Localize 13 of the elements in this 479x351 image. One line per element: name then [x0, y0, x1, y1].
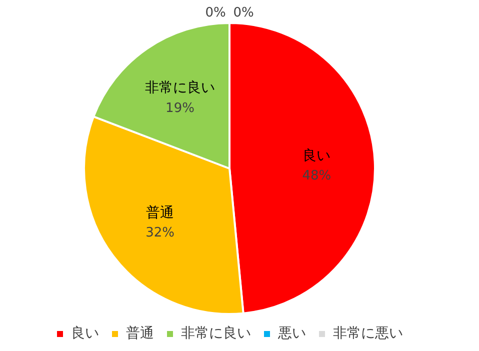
legend-label: 非常に良い	[181, 326, 251, 342]
slice-label: 良い	[302, 148, 331, 164]
legend-label: 普通	[126, 324, 154, 342]
slice-label: 普通	[146, 204, 174, 222]
text: 0%	[205, 5, 226, 20]
slice-label: 非常に良い	[144, 80, 215, 96]
data-label: 19%	[166, 100, 194, 116]
data-label: 32%	[146, 226, 174, 241]
data-label: 48%	[302, 168, 332, 184]
legend-label: 悪い	[277, 326, 306, 342]
legend-label: 良い	[71, 326, 99, 342]
legend-label: 非常に悪い	[333, 326, 403, 342]
text: 0%	[233, 5, 254, 20]
